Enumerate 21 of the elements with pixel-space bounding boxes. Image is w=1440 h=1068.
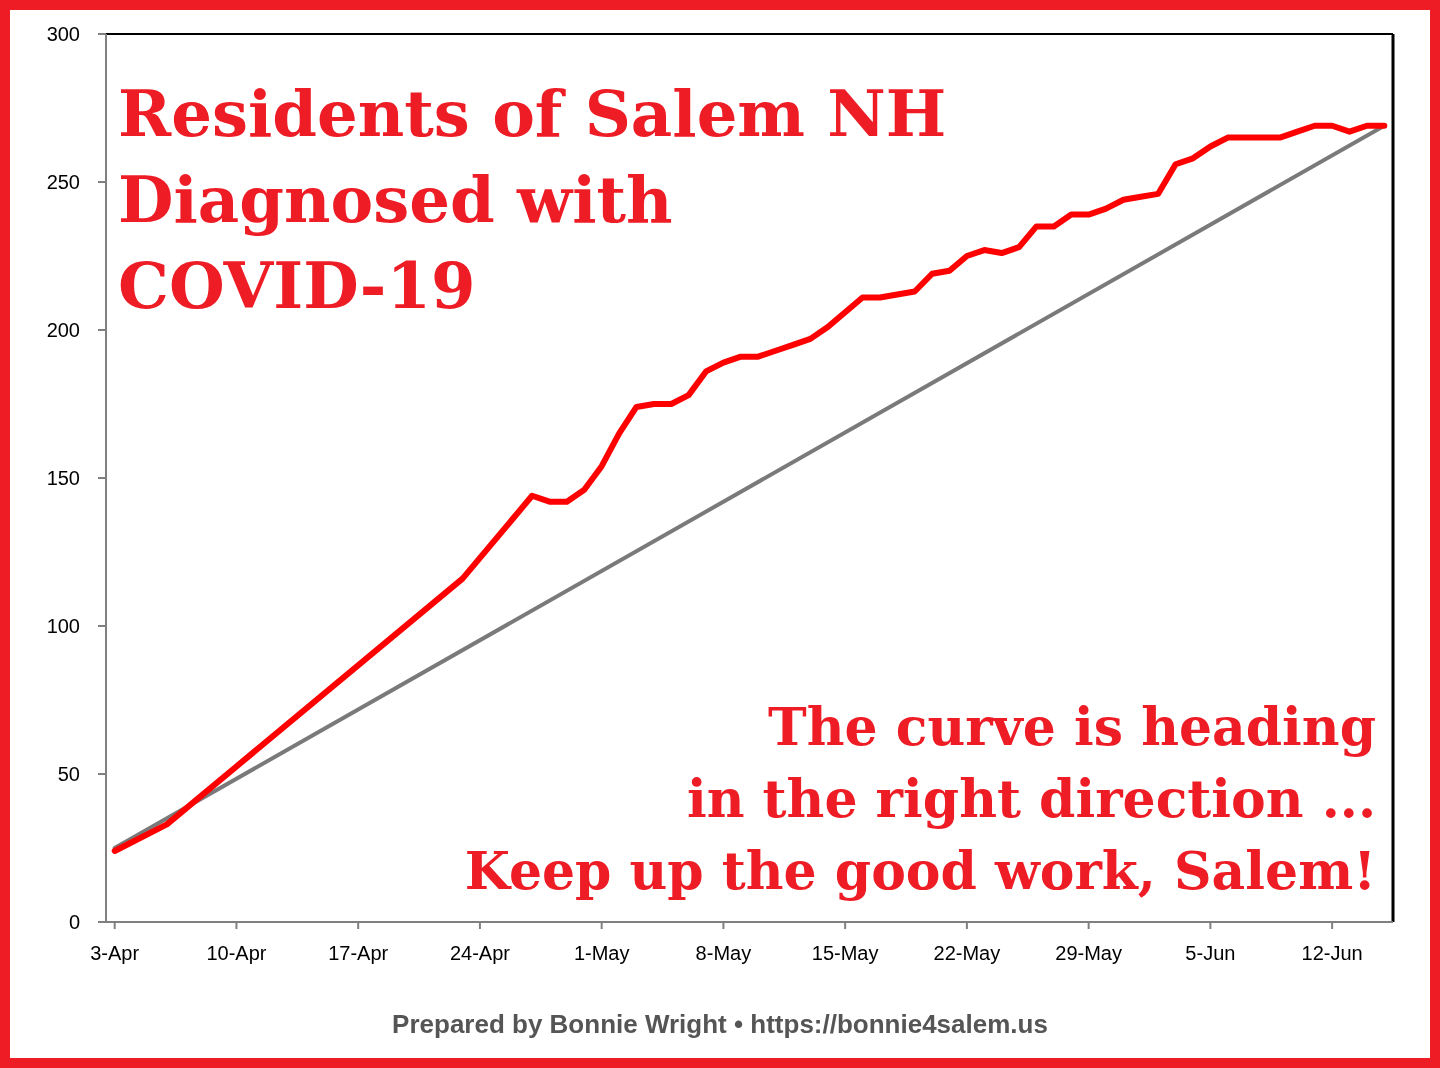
text: Residents of Salem NH Diagnosed with COVID-19 [118,76,947,323]
x-tick-label: 17-Apr [328,942,389,964]
y-tick-label: 0 [68,911,80,933]
x-tick-label: 5-Jun [1185,942,1236,964]
x-tick-label: 29-May [1055,942,1122,964]
x-tick-label: 3-Apr [90,942,140,964]
annotation: The curve is heading in the right direction ... Keep up the good work, Salem! [464,696,1376,901]
x-tick-label: 1-May [573,942,630,964]
y-tick-label: 250 [46,171,80,193]
x-tick-label: 24-Apr [449,942,511,964]
x-tick-label: 12-Jun [1301,942,1363,964]
x-tick-label: 8-May [695,942,752,964]
y-tick-label: 300 [46,23,80,45]
text: Prepared by Bonnie Wright • https://bonnie4salem.us [392,1009,1048,1039]
x-tick-label: 10-Apr [206,942,267,964]
x-tick-label: 22-May [933,942,1001,964]
y-tick-label: 50 [57,763,80,785]
y-tick-label: 150 [46,467,80,489]
x-tick-label: 15-May [811,942,879,964]
y-tick-label: 100 [46,615,80,637]
y-tick-label: 200 [46,319,80,341]
